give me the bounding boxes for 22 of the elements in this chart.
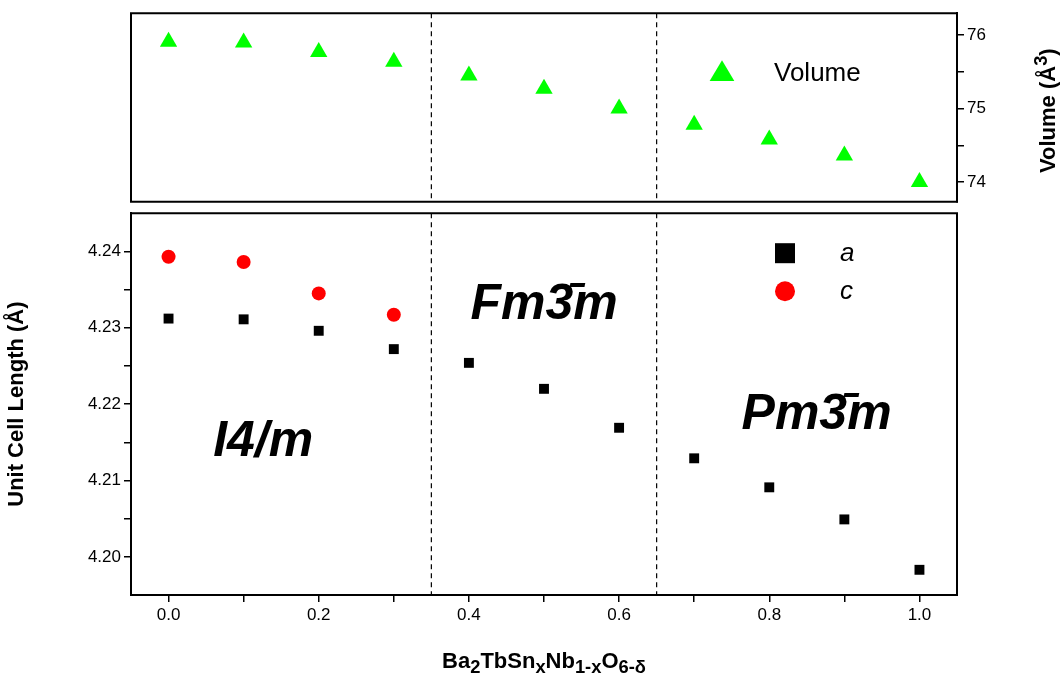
x-tick-label: 0.0	[156, 604, 181, 624]
x-axis-title: Ba$_{2}$TbSn$_{x}$Nb$_{1-x}$O$_{6-δ}$	[441, 648, 647, 679]
y2-tick-label: 74	[967, 171, 986, 191]
legend-label: c	[840, 275, 853, 306]
annotation: Pm3̄m	[741, 384, 892, 441]
x-tick-label: 0.8	[757, 604, 782, 624]
x-tick-label: 0.4	[457, 604, 481, 624]
y-axis-title: Unit Cell Length (Å)	[2, 301, 29, 507]
y2-tick-label: 76	[967, 24, 986, 44]
y-tick-label: 4.24	[87, 241, 121, 261]
y-tick-label: 4.22	[87, 393, 121, 413]
y2-tick-label: 75	[967, 98, 986, 118]
legend-label: a	[840, 237, 855, 268]
y-tick-label: 4.23	[87, 317, 121, 337]
x-tick-label: 0.6	[607, 604, 631, 624]
y-tick-label: 4.20	[87, 546, 121, 566]
annotation: I4/m	[213, 411, 314, 468]
legend-label: Volume	[774, 57, 861, 88]
x-tick-label: 1.0	[907, 604, 932, 624]
x-tick-label: 0.2	[306, 604, 331, 624]
annotation: Fm3̄m	[470, 273, 618, 330]
y-tick-label: 4.21	[87, 470, 121, 490]
